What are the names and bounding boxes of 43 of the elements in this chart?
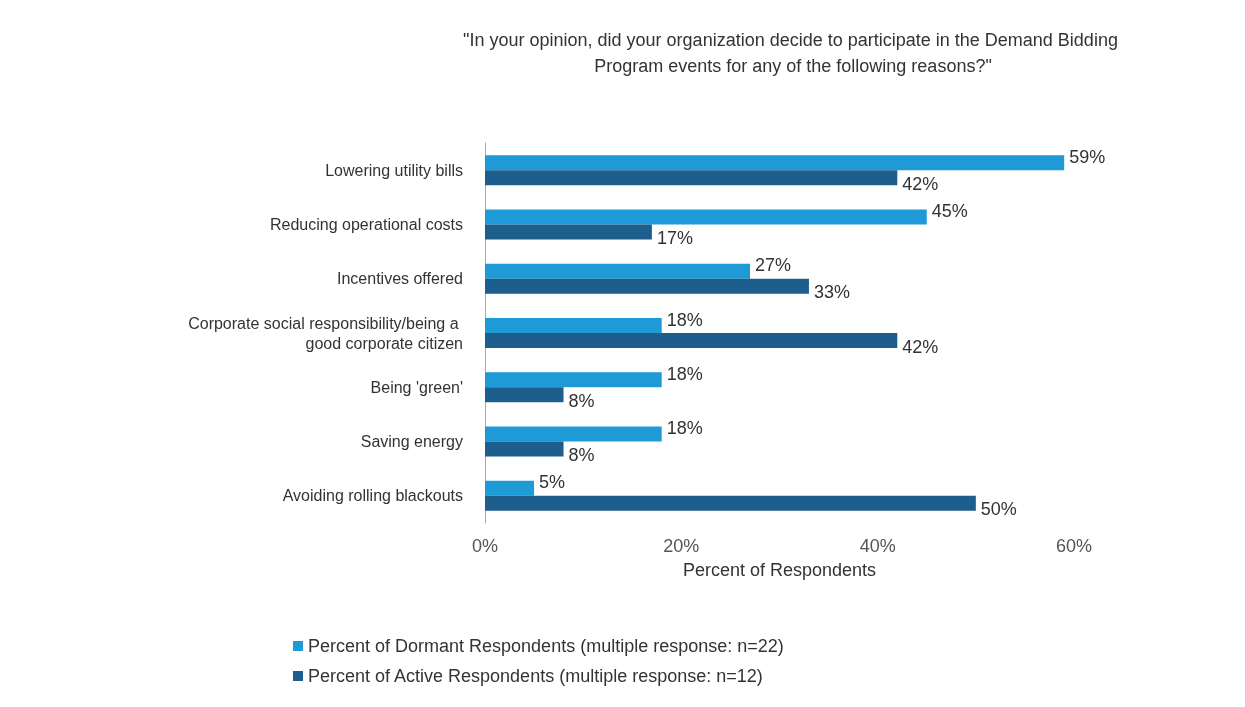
bar [485, 441, 564, 457]
data-label: 33% [813, 282, 850, 303]
bar [485, 278, 809, 294]
bar [485, 372, 662, 388]
y-tick-label: Saving energy [360, 433, 463, 451]
data-label: 18% [666, 418, 703, 439]
y-tick-label: Incentives offered [336, 270, 463, 288]
y-tick-label: Reducing operational costs [269, 215, 463, 233]
x-tick-label: 20% [663, 536, 700, 556]
data-label: 18% [666, 363, 703, 384]
data-label: 45% [931, 200, 968, 221]
bar [485, 155, 1065, 171]
y-tick-label: Corporate social responsibility/being a good corporate citizen [188, 314, 463, 352]
x-tick-label: 40% [859, 536, 896, 556]
data-label: 18% [666, 309, 703, 330]
data-label: 5% [539, 472, 566, 493]
bar [485, 318, 662, 333]
x-axis-title: Percent of Respondents [682, 560, 877, 580]
data-label: 8% [568, 445, 595, 466]
bar [485, 170, 898, 186]
bar [485, 387, 564, 403]
data-label: 27% [755, 255, 792, 276]
y-tick-label: Being 'green' [370, 378, 463, 396]
bar [485, 263, 751, 279]
data-label: 8% [568, 390, 595, 411]
data-label: 42% [902, 173, 939, 194]
bar [485, 333, 898, 348]
bar [485, 224, 652, 240]
x-tick-label: 0% [471, 536, 499, 556]
bar [485, 480, 535, 496]
x-tick-label: 60% [1055, 536, 1093, 556]
data-label: 59% [1069, 146, 1106, 167]
bar [485, 426, 662, 442]
bar [485, 495, 976, 511]
bar [485, 209, 927, 225]
legend-label: Percent of Active Respondents (multiple response: n=12) [308, 666, 763, 686]
data-label: 50% [980, 499, 1017, 520]
y-tick-label: Avoiding rolling blackouts [282, 487, 463, 505]
legend-label: Percent of Dormant Respondents (multiple response: n=22) [308, 636, 784, 656]
y-tick-label: Lowering utility bills [325, 161, 463, 179]
data-label: 17% [656, 227, 693, 248]
data-label: 42% [902, 336, 939, 357]
chart-title: "In your opinion, did your organization decide to participate in the Demand Bidding Program events for any of the following reasons?" [463, 30, 1123, 76]
